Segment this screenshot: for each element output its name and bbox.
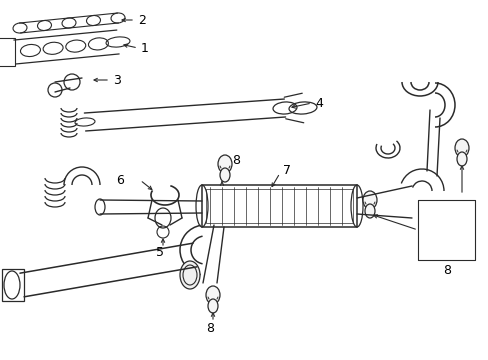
Ellipse shape — [220, 168, 229, 182]
Text: 8: 8 — [205, 321, 214, 334]
Bar — [2, 269, 24, 301]
Ellipse shape — [207, 299, 218, 313]
Ellipse shape — [456, 152, 466, 166]
Bar — [0, 38, 15, 66]
Text: 4: 4 — [314, 96, 322, 109]
Text: 5: 5 — [156, 246, 163, 258]
Text: 6: 6 — [116, 174, 124, 186]
Text: 1: 1 — [141, 41, 148, 54]
Ellipse shape — [218, 155, 231, 173]
Text: 2: 2 — [138, 14, 145, 27]
Bar — [205, 189, 352, 223]
Bar — [202, 185, 356, 227]
Text: 7: 7 — [283, 163, 290, 176]
Text: 8: 8 — [442, 264, 450, 276]
Ellipse shape — [364, 204, 374, 218]
Ellipse shape — [205, 286, 220, 304]
Ellipse shape — [454, 139, 468, 157]
Text: 3: 3 — [113, 73, 121, 86]
Text: 8: 8 — [231, 153, 240, 166]
Ellipse shape — [180, 261, 200, 289]
Ellipse shape — [362, 191, 376, 209]
